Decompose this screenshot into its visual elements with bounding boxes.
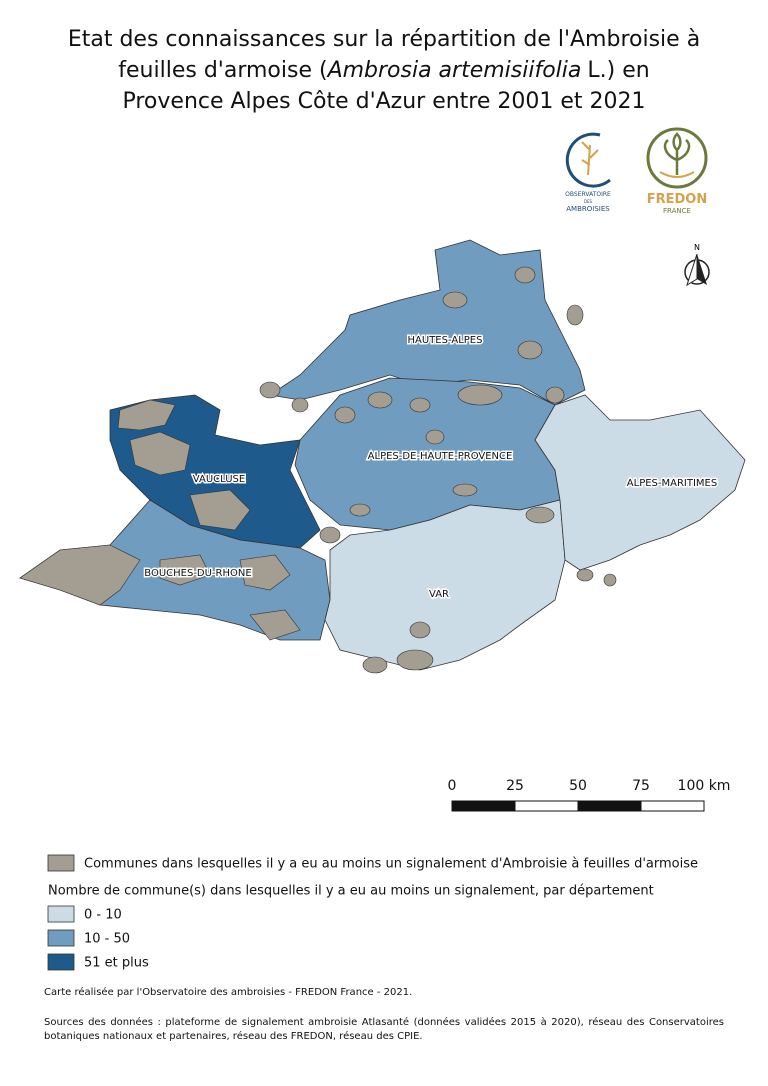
scale-bar: 0 25 50 75 100 km [448,778,731,812]
scale-label: 25 [506,778,524,794]
scale-segment [640,800,705,812]
department-labels: HAUTES-ALPES ALPES-DE-HAUTE-PROVENCE VAUCL… [143,334,719,602]
title-italic: Ambrosia artemisiifolia [326,58,582,83]
legend-swatch [47,953,75,971]
sources: Sources des données : plateforme de sign… [44,1017,724,1042]
department-label: VAUCLUSE [193,474,245,485]
commune [319,526,341,544]
title-part: L.) en [587,58,649,83]
logo-text: FRANCE [663,207,691,215]
scale-label: 100 km [678,778,731,794]
commune [409,397,431,413]
legend-label: Communes dans lesquelles il y a eu au mo… [84,857,698,872]
scale-segment [514,800,579,812]
commune [603,573,617,587]
commune [452,483,478,497]
department [324,499,566,671]
legend-label: 0 - 10 [84,908,122,923]
commune [367,391,393,409]
commune [189,489,251,531]
legend-classes: 0 - 10 10 - 50 51 et plus [47,905,149,971]
legend-label: 10 - 50 [84,932,130,947]
scale-segment [577,800,642,812]
scale-label: 0 [448,778,457,794]
commune [566,304,584,326]
commune [239,554,291,591]
commune [545,386,565,404]
commune [576,568,594,582]
logo-observatoire: OBSERVATOIRE DES AMBROISIES [565,132,611,213]
commune [159,554,211,586]
commune [457,384,503,406]
department-label: BOUCHES-DU-RHONE [144,568,251,579]
commune [249,609,301,641]
legend-swatch [47,929,75,947]
commune [517,340,543,360]
department [534,394,746,571]
commune [349,503,371,517]
title-line: feuilles d'armoise (Ambrosia artemisiifo… [118,58,649,83]
commune [396,649,434,671]
title-part: feuilles d'armoise ( [118,58,327,83]
department-label: ALPES-DE-HAUTE-PROVENCE [368,451,513,462]
scale-label: 50 [569,778,587,794]
legend-heading: Nombre de commune(s) dans lesquelles il … [48,884,654,899]
legend-swatch [47,905,75,923]
legend-swatch [47,854,75,872]
communes [19,266,617,674]
department-label: HAUTES-ALPES [408,335,483,346]
title-line: Provence Alpes Côte d'Azur entre 2001 et… [122,89,645,114]
department-label: VAR [429,589,449,600]
logo-fredon: FREDON FRANCE [646,127,708,215]
scale-segment [451,800,516,812]
commune [259,381,281,399]
commune [425,429,445,445]
commune [334,406,356,424]
commune [129,431,191,476]
credit: Carte réalisée par l'Observatoire des am… [44,987,413,998]
commune [442,291,468,309]
department-label: ALPES-MARITIMES [627,478,717,489]
logo-text: OBSERVATOIRE [565,191,611,198]
logo-text: DES [584,199,593,204]
commune [19,544,141,606]
north-label: N [694,243,700,252]
north-arrow: N [684,243,710,287]
commune [525,506,555,524]
commune [117,399,176,431]
commune [291,397,309,413]
title-line: Etat des connaissances sur la répartitio… [68,27,700,52]
logo-text: FREDON [647,192,708,207]
legend-label: 51 et plus [84,956,149,971]
commune [362,656,388,674]
logo-text: AMBROISIES [566,205,610,213]
commune [514,266,536,284]
commune [409,621,431,639]
scale-label: 75 [632,778,650,794]
